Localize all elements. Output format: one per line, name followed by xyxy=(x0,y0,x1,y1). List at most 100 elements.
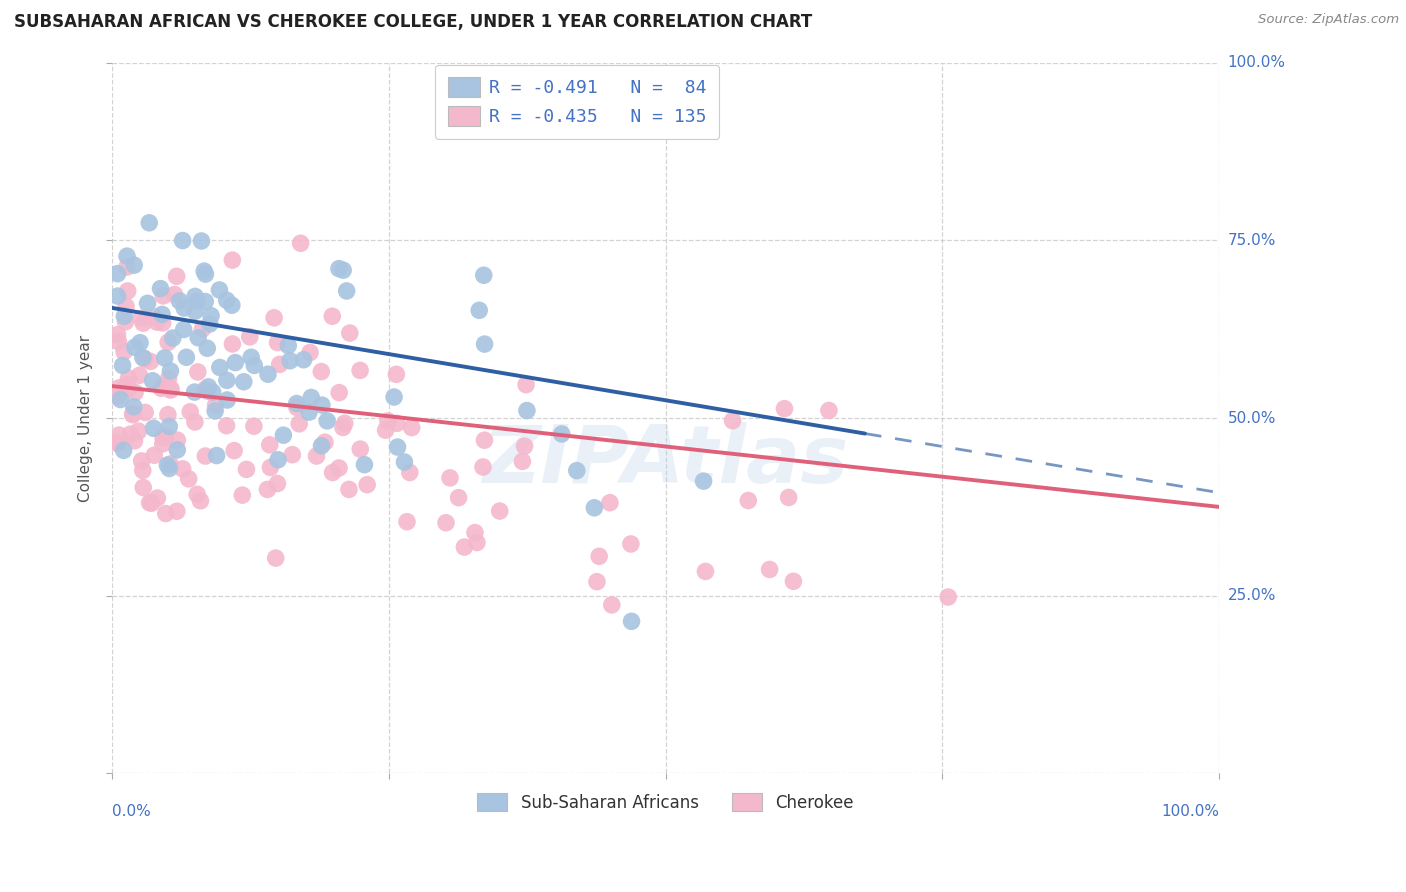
Point xyxy=(141,496,163,510)
Point xyxy=(231,488,253,502)
Point xyxy=(112,443,135,458)
Point xyxy=(472,460,495,475)
Point xyxy=(516,403,538,417)
Point xyxy=(818,403,841,417)
Point xyxy=(111,359,134,373)
Point xyxy=(114,315,136,329)
Point xyxy=(153,378,176,392)
Text: 75.0%: 75.0% xyxy=(1227,233,1275,248)
Point xyxy=(278,353,301,368)
Point xyxy=(281,448,304,462)
Point xyxy=(157,371,180,385)
Point xyxy=(336,284,359,298)
Text: 100.0%: 100.0% xyxy=(1227,55,1285,70)
Point xyxy=(259,438,281,452)
Point xyxy=(468,303,491,318)
Point xyxy=(115,260,138,274)
Point xyxy=(136,296,159,310)
Point xyxy=(124,434,146,448)
Point xyxy=(139,354,162,368)
Point xyxy=(138,216,160,230)
Point xyxy=(172,462,194,476)
Point xyxy=(243,359,266,373)
Point xyxy=(217,392,239,407)
Point xyxy=(146,315,169,329)
Point xyxy=(692,474,714,488)
Point xyxy=(107,289,129,303)
Point xyxy=(263,310,285,325)
Point xyxy=(124,385,146,400)
Point xyxy=(173,322,195,336)
Point xyxy=(121,408,143,422)
Point xyxy=(488,504,510,518)
Point xyxy=(134,405,156,419)
Point xyxy=(586,574,609,589)
Legend: Sub-Saharan Africans, Cherokee: Sub-Saharan Africans, Cherokee xyxy=(471,787,860,819)
Point xyxy=(464,525,486,540)
Point xyxy=(240,351,263,365)
Point xyxy=(160,382,183,396)
Point xyxy=(107,327,129,342)
Point xyxy=(152,316,174,330)
Point xyxy=(721,414,744,428)
Text: Source: ZipAtlas.com: Source: ZipAtlas.com xyxy=(1258,13,1399,27)
Point xyxy=(191,322,214,336)
Point xyxy=(208,360,231,375)
Point xyxy=(172,234,194,248)
Point xyxy=(778,491,800,505)
Point xyxy=(620,537,643,551)
Point xyxy=(156,408,179,422)
Point xyxy=(377,414,399,428)
Point xyxy=(143,310,166,324)
Point xyxy=(264,551,287,566)
Text: 50.0%: 50.0% xyxy=(1227,410,1275,425)
Point xyxy=(328,385,350,400)
Point xyxy=(513,439,536,453)
Point xyxy=(194,449,217,463)
Point xyxy=(112,310,135,324)
Point xyxy=(122,258,145,272)
Point xyxy=(176,351,198,365)
Point xyxy=(387,440,409,454)
Point xyxy=(112,344,135,359)
Point xyxy=(221,298,243,312)
Point xyxy=(305,449,328,463)
Point xyxy=(190,493,212,508)
Point xyxy=(122,400,145,414)
Point xyxy=(394,455,416,469)
Point xyxy=(162,331,184,345)
Point xyxy=(115,249,138,263)
Point xyxy=(124,340,146,354)
Point xyxy=(221,253,243,268)
Point xyxy=(259,460,281,475)
Point xyxy=(157,335,180,350)
Point xyxy=(208,283,231,297)
Point xyxy=(288,417,311,431)
Point xyxy=(600,598,623,612)
Point xyxy=(285,396,308,410)
Point xyxy=(620,615,643,629)
Point xyxy=(398,466,420,480)
Point xyxy=(115,300,138,314)
Point xyxy=(194,294,217,309)
Point xyxy=(936,590,959,604)
Point xyxy=(184,304,207,318)
Point xyxy=(215,373,238,387)
Point xyxy=(183,385,205,400)
Point xyxy=(177,472,200,486)
Point xyxy=(166,442,188,457)
Point xyxy=(232,375,254,389)
Point xyxy=(257,368,280,382)
Point xyxy=(339,326,361,340)
Point xyxy=(146,491,169,505)
Point xyxy=(474,433,496,447)
Point xyxy=(332,420,354,434)
Point xyxy=(256,483,278,497)
Point xyxy=(299,391,322,405)
Point xyxy=(194,383,217,397)
Point xyxy=(758,562,780,576)
Point xyxy=(224,443,246,458)
Point xyxy=(311,398,333,412)
Point xyxy=(155,429,177,443)
Point xyxy=(243,419,266,434)
